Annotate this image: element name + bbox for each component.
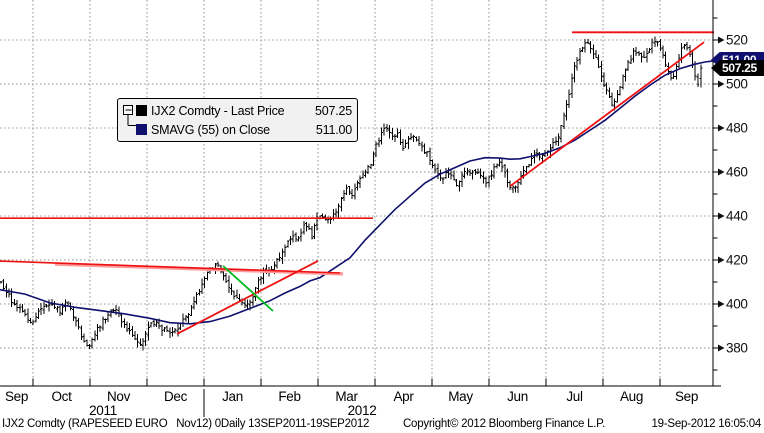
- y-axis-label: 480: [726, 121, 748, 136]
- legend-rows: IJX2 Comdty - Last Price 507.25 SMAVG (5…: [136, 101, 352, 139]
- y-axis-label: 440: [726, 209, 748, 224]
- month-label: Jul: [566, 389, 583, 404]
- axis-tick-arrow-icon: [718, 300, 725, 308]
- trend-lines: [0, 31, 714, 335]
- month-label: Oct: [51, 389, 72, 404]
- legend-label-smavg: SMAVG (55) on Close: [151, 122, 270, 137]
- legend-row-last-price: IJX2 Comdty - Last Price 507.25: [136, 101, 352, 120]
- footer-timestamp-text: 19-Sep-2012 16:05:04: [651, 418, 762, 430]
- green-trendline: [222, 265, 274, 312]
- axis-tick-arrow-icon: [718, 212, 725, 220]
- last-price-tag: 507.25: [711, 60, 764, 77]
- year-label: 2012: [348, 403, 377, 418]
- legend-value-last-price: 507.25: [314, 103, 352, 118]
- axis-tick-arrow-icon: [718, 344, 725, 352]
- footer-copyright-text: Copyright© 2012 Bloomberg Finance L.P.: [403, 418, 606, 430]
- legend-row-smavg: SMAVG (55) on Close 511.00: [136, 120, 352, 139]
- last-price-swatch-icon: [136, 105, 147, 116]
- axis-tick-arrow-icon: [718, 256, 725, 264]
- y-axis-label: 520: [726, 33, 748, 48]
- legend-collapse-icon[interactable]: [122, 101, 140, 133]
- month-label: Sep: [675, 389, 698, 404]
- year-label: 2011: [89, 403, 117, 418]
- axis-tick-arrow-icon: [718, 80, 725, 88]
- chart-legend[interactable]: IJX2 Comdty - Last Price 507.25 SMAVG (5…: [117, 98, 358, 142]
- legend-label-last-price: IJX2 Comdty - Last Price: [151, 103, 285, 118]
- y-axis-label: 460: [726, 165, 748, 180]
- axis-tick-arrow-icon: [718, 124, 725, 132]
- x-axis-labels: Sep Oct Nov Dec Jan Feb Mar Apr May Jun Jul Aug Sep 2…: [5, 389, 698, 418]
- month-label: Jun: [507, 389, 528, 404]
- descending-trendline-glow: [54, 262, 344, 276]
- descending-trendline: [0, 260, 341, 274]
- y-axis-label: 500: [726, 77, 748, 92]
- axis-tick-arrow-icon: [718, 36, 725, 44]
- legend-value-smavg: 511.00: [315, 122, 352, 137]
- y-axis-label: 420: [726, 253, 748, 268]
- axes: [0, 0, 721, 417]
- y-axis-labels: 380 400 420 440 460 480 500 520: [713, 17, 748, 371]
- month-label: Dec: [164, 389, 188, 404]
- footer-instrument-text: IJX2 Comdty (RAPESEED EURO Nov12) 0Daily…: [2, 418, 370, 430]
- y-axis-label: 400: [726, 297, 748, 312]
- month-label: Nov: [107, 389, 131, 404]
- axis-tick-arrow-icon: [718, 168, 725, 176]
- smavg-swatch-icon: [136, 124, 147, 135]
- smavg-line: [0, 60, 714, 325]
- ascending-trendline-jun: [509, 41, 705, 188]
- month-label: Mar: [335, 389, 358, 404]
- month-label: Aug: [620, 389, 643, 404]
- month-label: Jan: [222, 389, 243, 404]
- month-label: Apr: [393, 389, 414, 404]
- month-label: May: [448, 389, 473, 404]
- y-axis-label: 380: [726, 341, 748, 356]
- month-label: Feb: [278, 389, 300, 404]
- ascending-trendline-dec: [176, 260, 319, 335]
- grid-lines: [0, 0, 713, 386]
- month-label: Sep: [5, 389, 28, 404]
